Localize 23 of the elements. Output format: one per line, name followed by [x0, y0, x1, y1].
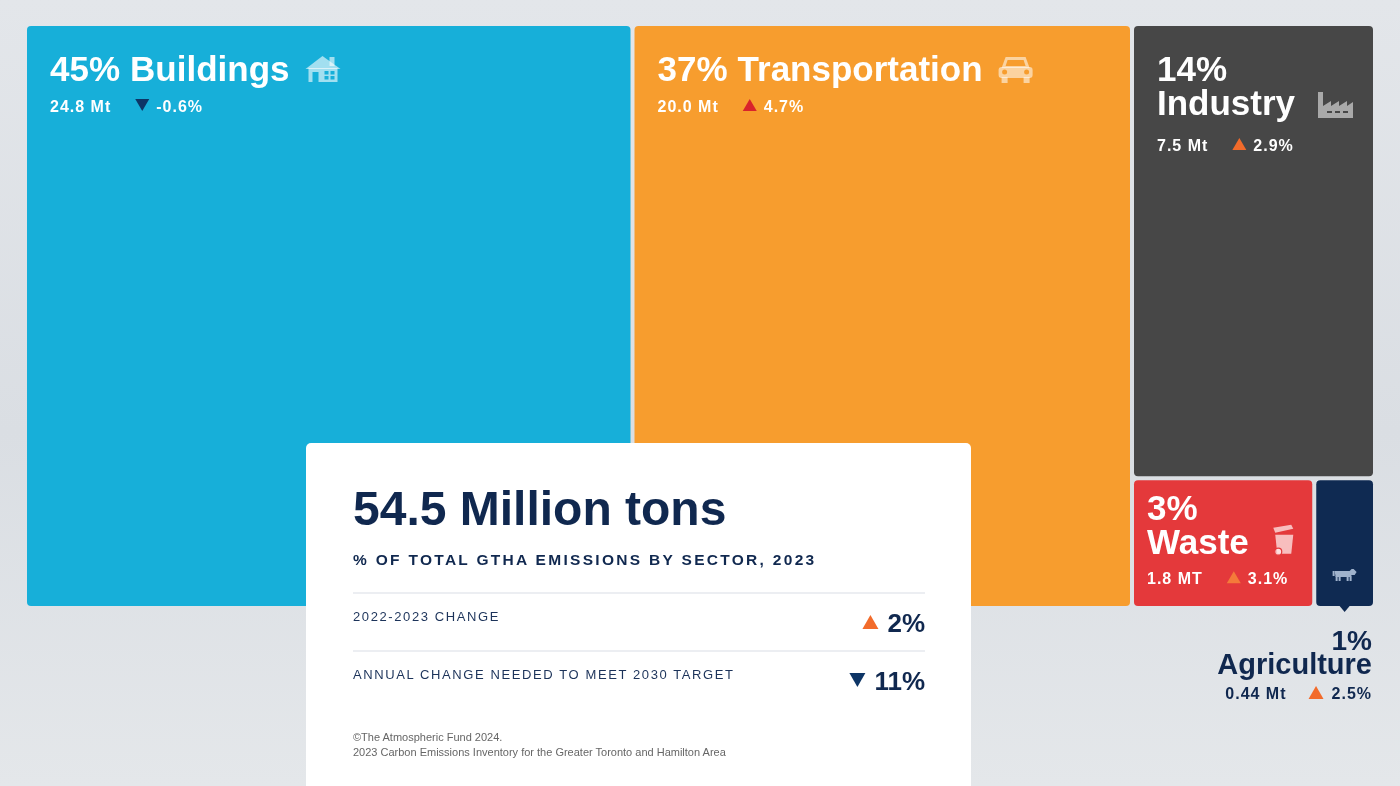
data-label: 0.44 Mt: [1225, 685, 1287, 702]
category-label: Buildings: [130, 49, 290, 88]
text: ©The Atmospheric Fund 2024.: [353, 731, 503, 743]
data-label: 37%: [657, 49, 728, 88]
data-label: -0.6%: [156, 98, 204, 115]
data-label: 4.7%: [763, 98, 805, 115]
text: 2022-2023 CHANGE: [353, 609, 500, 624]
data-label: 3.1%: [1247, 570, 1289, 588]
data-label: 7.5 Mt: [1157, 137, 1209, 154]
data-label: 2.9%: [1253, 137, 1294, 154]
category-label: Transportation: [737, 49, 983, 88]
text: 2023 Carbon Emissions Inventory for the Greater Toronto and Hamilton Area: [353, 746, 727, 758]
data-label: 45%: [50, 49, 121, 88]
text: ANNUAL CHANGE NEEDED TO MEET 2030 TARGET: [353, 667, 735, 682]
text: 2%: [887, 608, 925, 638]
data-label: 1.8 MT: [1147, 570, 1203, 588]
data-label: 24.8 Mt: [50, 98, 112, 115]
text: 54.5 Million tons: [353, 482, 727, 535]
text: 11%: [874, 666, 925, 696]
data-label: 20.0 Mt: [657, 98, 719, 115]
data-label: 1%: [1331, 625, 1373, 656]
data-label: 2.5%: [1331, 685, 1372, 702]
text: % OF TOTAL GTHA EMISSIONS BY SECTOR, 2023: [353, 551, 817, 568]
